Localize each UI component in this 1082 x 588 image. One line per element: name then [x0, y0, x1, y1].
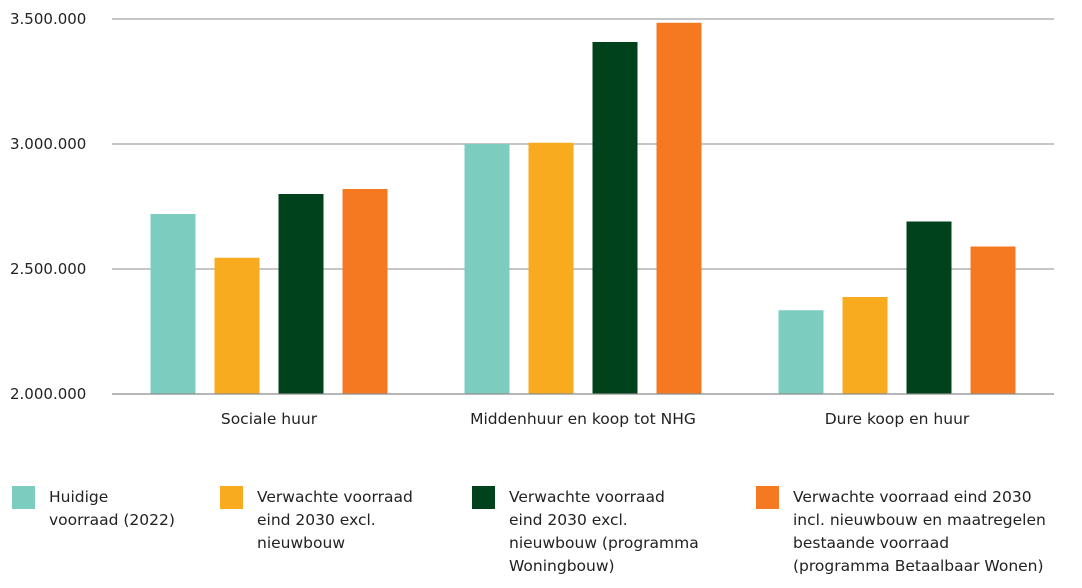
y-tick-label: 2.500.000 [10, 260, 86, 278]
bar [528, 142, 574, 394]
bar [592, 42, 638, 394]
bar [842, 297, 888, 394]
bar [778, 310, 824, 394]
legend: Huidige voorraad (2022) Verwachte voorra… [0, 486, 1082, 586]
legend-label: Huidige voorraad (2022) [49, 488, 175, 529]
legend-item-betaalbaar-wonen: Verwachte voorraad eind 2030 incl. nieuw… [756, 486, 1046, 578]
bar [150, 214, 196, 394]
bar [278, 194, 324, 394]
bar [342, 189, 388, 394]
bar [464, 144, 510, 394]
y-axis-ticks: 2.000.000 2.500.000 3.000.000 3.500.000 [10, 10, 86, 403]
legend-item-huidige: Huidige voorraad (2022) [12, 486, 175, 532]
x-category-label: Sociale huur [221, 410, 318, 428]
bar-chart: 2.000.000 2.500.000 3.000.000 3.500.000 Soc… [10, 10, 1054, 428]
legend-swatch [12, 486, 35, 509]
legend-label: Verwachte voorraad eind 2030 incl. nieuw… [793, 488, 1046, 575]
legend-item-woningbouw: Verwachte voorraad eind 2030 excl. nieuw… [472, 486, 699, 578]
x-category-label: Middenhuur en koop tot NHG [470, 410, 696, 428]
bar [906, 221, 952, 394]
bar [970, 246, 1016, 394]
y-tick-label: 2.000.000 [10, 385, 86, 403]
legend-label: Verwachte voorraad eind 2030 excl. nieuw… [509, 488, 699, 575]
legend-swatch [220, 486, 243, 509]
y-tick-label: 3.500.000 [10, 10, 86, 28]
bars [150, 22, 1016, 394]
legend-swatch [472, 486, 495, 509]
legend-swatch [756, 486, 779, 509]
legend-label: Verwachte voorraad eind 2030 excl. nieuw… [257, 488, 413, 552]
legend-item-excl-nieuwbouw: Verwachte voorraad eind 2030 excl. nieuw… [220, 486, 413, 555]
y-tick-label: 3.000.000 [10, 135, 86, 153]
bar [214, 257, 260, 394]
bar [656, 22, 702, 394]
gridlines [112, 18, 1054, 270]
x-category-label: Dure koop en huur [825, 410, 970, 428]
x-axis-categories: Sociale huur Middenhuur en koop tot NHG Du… [221, 410, 970, 428]
